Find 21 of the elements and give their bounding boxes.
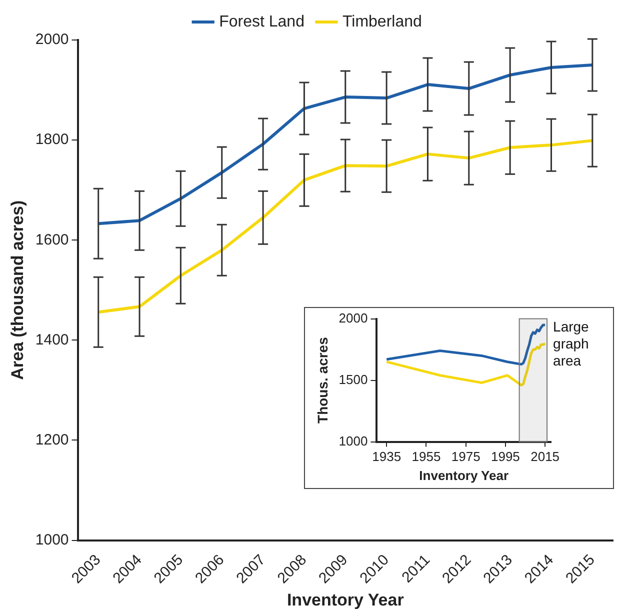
y-tick-label: 1000: [35, 531, 69, 548]
x-tick-label: 1955: [412, 449, 441, 464]
x-tick-label: 2015: [530, 449, 560, 464]
y-tick-label: 1600: [35, 231, 69, 248]
x-tick-label: 1935: [372, 449, 402, 464]
y-tick-label: 1800: [35, 131, 69, 148]
x-tick-label: 1995: [490, 449, 520, 464]
y-axis-title: Area (thousand acres): [8, 200, 27, 380]
legend-label: Forest Land: [219, 13, 304, 30]
x-axis-title: Inventory Year: [419, 468, 509, 483]
x-axis-title: Inventory Year: [286, 590, 404, 610]
y-tick-label: 1400: [35, 331, 69, 348]
y-tick-label: 2000: [35, 31, 69, 48]
y-tick-label: 1200: [35, 431, 69, 448]
legend-label: Timberland: [342, 13, 422, 30]
x-tick-label: 1975: [451, 449, 480, 464]
band-label: Large graph area: [553, 318, 590, 369]
y-tick-label: 2000: [338, 310, 368, 326]
y-tick-label: 1500: [338, 372, 368, 387]
y-axis-title: Thous. acres: [314, 336, 330, 424]
y-tick-label: 1000: [338, 433, 368, 448]
